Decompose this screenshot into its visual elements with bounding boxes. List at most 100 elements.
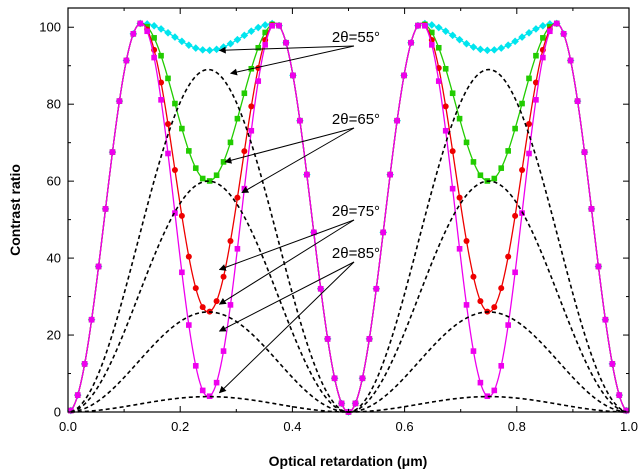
- series-1-point: [512, 125, 518, 132]
- series-1-point: [519, 100, 525, 107]
- series-1-point: [533, 52, 539, 59]
- series-0-point: [428, 21, 436, 29]
- series-3-point: [172, 210, 178, 216]
- series-3-point: [387, 171, 393, 178]
- series-1-point: [456, 115, 463, 122]
- series-3-point: [533, 97, 539, 103]
- annotation-arrow: [218, 219, 355, 271]
- series-3-point: [352, 400, 359, 407]
- series-1-point: [505, 148, 511, 154]
- series-3-point: [429, 42, 435, 48]
- series-1-point: [470, 159, 477, 165]
- series-3-point: [553, 20, 560, 27]
- y-tick-label: 60: [47, 174, 61, 189]
- series-6: [70, 311, 627, 413]
- series-1-point: [429, 29, 435, 36]
- series-0-point: [164, 28, 172, 37]
- annotation-arrow: [224, 127, 355, 164]
- series-1-point: [463, 139, 470, 146]
- series-3-point: [220, 348, 227, 354]
- series-3-point: [477, 379, 484, 386]
- series-0-point: [261, 21, 269, 29]
- series-1-point: [262, 29, 268, 36]
- y-tick-label: 80: [47, 97, 61, 112]
- y-tick-label: 100: [39, 20, 61, 35]
- series-3-point: [359, 375, 366, 382]
- series-3-point: [422, 22, 428, 29]
- series-0-point: [185, 41, 193, 49]
- series-2-point: [234, 194, 241, 201]
- annotation-arrow: [218, 219, 355, 305]
- series-1-point: [165, 75, 171, 82]
- series-0-point: [157, 25, 165, 33]
- series-0-point: [462, 39, 471, 48]
- annotations-layer: 2θ=55° 2θ=65° 2θ=75° 2θ=85°: [218, 29, 380, 394]
- series-3-point: [491, 387, 498, 394]
- series-2-point: [227, 238, 234, 245]
- series-1-point: [435, 44, 442, 51]
- series-1-point: [206, 178, 213, 184]
- series-3-point: [588, 206, 595, 212]
- x-tick-label: 1.0: [620, 419, 638, 434]
- series-3-point: [408, 39, 414, 46]
- series-0-point: [233, 35, 242, 44]
- series-3-point: [331, 375, 338, 382]
- series-1-point: [526, 75, 532, 82]
- series-3-point: [505, 322, 511, 328]
- series-2-point: [526, 120, 533, 127]
- series-3-point: [213, 379, 220, 386]
- series-3-point: [290, 72, 296, 79]
- x-tick-label: 0.2: [171, 419, 189, 434]
- series-0-point: [532, 25, 540, 33]
- series-2-point: [491, 304, 498, 311]
- series-2-point: [498, 285, 505, 292]
- series-6-line: [70, 311, 627, 413]
- series-3-point: [255, 78, 262, 84]
- series-2-point: [178, 212, 185, 219]
- series-3-point: [498, 363, 505, 369]
- series-0-point: [198, 46, 207, 54]
- series-3-point: [276, 22, 282, 29]
- series-0-point: [490, 46, 499, 54]
- series-3-point: [470, 348, 477, 354]
- series-3-point: [338, 400, 345, 407]
- series-3-point: [595, 263, 602, 270]
- series-3-point: [179, 269, 185, 276]
- series-0-point: [525, 28, 533, 37]
- series-3-point: [227, 302, 234, 308]
- series-1-point: [227, 139, 234, 146]
- series-1-point: [442, 65, 449, 72]
- series-3-point: [283, 39, 289, 46]
- x-tick-label: 0.4: [283, 419, 301, 434]
- series-2-point: [213, 298, 220, 305]
- annotation-label: 2θ=75°: [332, 203, 380, 220]
- curves-layer: [67, 19, 630, 416]
- series-0-point: [171, 33, 179, 41]
- series-0-point: [150, 22, 158, 30]
- series-3-point: [206, 393, 213, 400]
- series-3-point: [484, 393, 491, 400]
- y-axis-title: Contrast ratio: [7, 164, 23, 256]
- series-7-line: [70, 395, 627, 413]
- series-3-point: [304, 171, 310, 178]
- series-2-point: [199, 304, 206, 311]
- series-3-point: [373, 285, 380, 292]
- annotation-arrow: [218, 261, 355, 394]
- series-3-point: [602, 316, 609, 323]
- series-1-point: [477, 172, 484, 179]
- series-3-point: [151, 54, 157, 61]
- series-3-point: [435, 78, 442, 84]
- series-3-point: [463, 302, 470, 308]
- series-1-point: [179, 125, 185, 132]
- axes-layer: 0.0 0.2 0.4 0.6 0.8 1.0 0 20 40 60 80 100: [39, 8, 638, 434]
- series-2-point: [512, 212, 519, 219]
- x-tick-label: 0.6: [396, 419, 414, 434]
- series-3-point: [366, 336, 373, 342]
- series-1-point: [199, 175, 206, 182]
- series-0-point: [497, 44, 506, 52]
- series-3-point: [74, 392, 81, 398]
- annotation-arrow: [218, 261, 355, 332]
- series-3-point: [95, 263, 102, 270]
- series-0-point: [205, 46, 214, 55]
- series-0-point: [511, 37, 519, 46]
